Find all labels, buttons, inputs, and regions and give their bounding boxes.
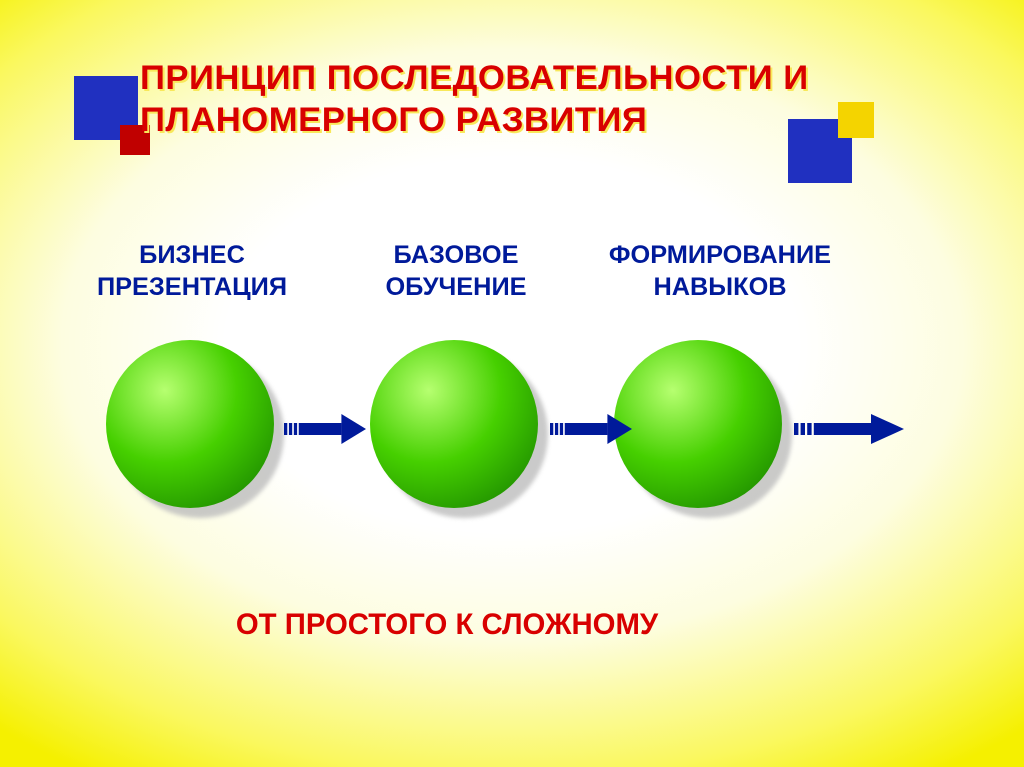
subtitle: ОТ ПРОСТОГО К СЛОЖНОМУ [0, 608, 1024, 642]
arrow-right-icon [550, 414, 632, 444]
step-label-2-line2: ОБУЧЕНИЕ [336, 272, 576, 304]
step-label-3-line1: ФОРМИРОВАНИЕ [590, 240, 850, 272]
step-label-1-line1: БИЗНЕС [72, 240, 312, 272]
step-label-1: БИЗНЕС ПРЕЗЕНТАЦИЯ [72, 240, 312, 303]
step-label-2-line1: БАЗОВОЕ [336, 240, 576, 272]
arrow-2 [550, 414, 632, 444]
arrow-right-icon [284, 414, 366, 444]
arrow-right-icon [794, 414, 904, 444]
step-label-2: БАЗОВОЕ ОБУЧЕНИЕ [336, 240, 576, 303]
sphere-2 [370, 340, 538, 508]
sphere-1-ball [106, 340, 274, 508]
subtitle-text: ОТ ПРОСТОГО К СЛОЖНОМУ [236, 608, 658, 642]
step-label-3-line2: НАВЫКОВ [590, 272, 850, 304]
slide-title: ПРИНЦИП ПОСЛЕДОВАТЕЛЬНОСТИ И ПЛАНОМЕРНОГ… [140, 58, 900, 141]
arrow-3 [794, 414, 904, 444]
slide: ПРИНЦИП ПОСЛЕДОВАТЕЛЬНОСТИ И ПЛАНОМЕРНОГ… [0, 0, 1024, 767]
step-label-1-line2: ПРЕЗЕНТАЦИЯ [72, 272, 312, 304]
slide-title-line2: ПЛАНОМЕРНОГО РАЗВИТИЯ [140, 100, 900, 142]
arrow-1 [284, 414, 366, 444]
step-label-3: ФОРМИРОВАНИЕ НАВЫКОВ [590, 240, 850, 303]
sphere-1 [106, 340, 274, 508]
slide-title-line1: ПРИНЦИП ПОСЛЕДОВАТЕЛЬНОСТИ И [140, 58, 900, 100]
sphere-3-ball [614, 340, 782, 508]
sphere-2-ball [370, 340, 538, 508]
sphere-3 [614, 340, 782, 508]
